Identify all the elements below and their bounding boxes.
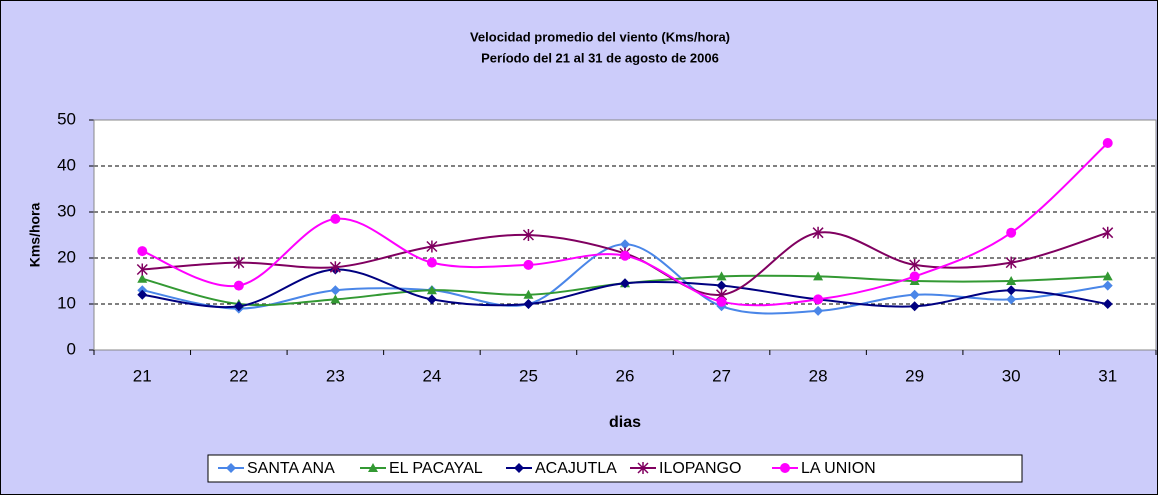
x-tick-label: 21 bbox=[133, 366, 152, 385]
data-point bbox=[522, 229, 534, 241]
x-tick-label: 29 bbox=[905, 366, 924, 385]
data-point bbox=[137, 289, 148, 300]
data-point bbox=[523, 299, 534, 309]
data-point bbox=[812, 226, 824, 239]
x-tick-label: 31 bbox=[1098, 366, 1117, 385]
chart-subtitle: Período del 21 al 31 de agosto de 2006 bbox=[481, 50, 719, 65]
x-tick-label: 22 bbox=[229, 366, 248, 385]
data-point bbox=[523, 259, 534, 270]
legend-marker bbox=[368, 463, 378, 472]
chart-title: Velocidad promedio del viento (Kms/hora) bbox=[470, 29, 730, 44]
legend-label: ILOPANGO bbox=[659, 460, 741, 477]
x-axis-label: dias bbox=[609, 414, 641, 431]
data-point bbox=[1006, 227, 1017, 238]
legend-label: EL PACAYAL bbox=[389, 460, 483, 477]
data-point bbox=[620, 278, 630, 289]
legend-marker bbox=[637, 462, 649, 474]
data-point bbox=[1102, 299, 1113, 309]
data-point bbox=[620, 250, 630, 261]
data-point bbox=[329, 261, 341, 274]
data-point bbox=[813, 294, 824, 305]
y-tick-label: 20 bbox=[57, 247, 76, 266]
data-point bbox=[1102, 271, 1113, 281]
x-tick-label: 27 bbox=[712, 366, 731, 385]
data-point bbox=[426, 240, 438, 253]
data-point bbox=[909, 258, 921, 271]
legend-label: ACAJUTLA bbox=[535, 460, 617, 477]
legend-label: LA UNION bbox=[801, 460, 876, 477]
legend-marker bbox=[780, 463, 790, 473]
data-point bbox=[233, 256, 245, 269]
y-tick-label: 50 bbox=[57, 109, 76, 128]
data-point bbox=[1102, 280, 1113, 291]
x-tick-label: 28 bbox=[809, 366, 828, 385]
data-point bbox=[137, 246, 148, 257]
y-axis-label: Kms/hora bbox=[27, 203, 43, 268]
data-point bbox=[233, 280, 244, 291]
data-point bbox=[523, 289, 534, 299]
data-point bbox=[136, 263, 148, 276]
data-point bbox=[426, 294, 437, 305]
y-tick-label: 30 bbox=[57, 201, 76, 220]
y-tick-label: 0 bbox=[67, 339, 76, 358]
y-tick-label: 40 bbox=[57, 155, 76, 174]
plot-area bbox=[94, 120, 1156, 350]
legend-marker bbox=[226, 463, 236, 473]
data-point bbox=[1006, 294, 1017, 305]
legend-label: SANTA ANA bbox=[247, 460, 335, 477]
data-point bbox=[620, 239, 630, 250]
legend bbox=[207, 454, 1023, 483]
x-tick-label: 25 bbox=[519, 366, 538, 385]
data-point bbox=[426, 285, 437, 295]
x-tick-label: 24 bbox=[422, 366, 441, 385]
data-point bbox=[1102, 138, 1113, 148]
data-point bbox=[330, 285, 341, 296]
plot-border bbox=[93, 119, 1157, 351]
y-tick-label: 10 bbox=[57, 293, 76, 312]
data-point bbox=[813, 305, 824, 316]
data-point bbox=[716, 280, 727, 291]
x-tick-label: 26 bbox=[616, 366, 635, 385]
data-point bbox=[716, 296, 727, 307]
data-point bbox=[716, 271, 727, 281]
data-point bbox=[909, 271, 920, 282]
data-point bbox=[1006, 276, 1017, 285]
data-point bbox=[330, 213, 341, 224]
data-point bbox=[909, 301, 920, 312]
data-point bbox=[1006, 285, 1017, 296]
data-point bbox=[426, 257, 437, 268]
data-point bbox=[813, 271, 824, 281]
data-point bbox=[1005, 256, 1017, 269]
data-point bbox=[1102, 226, 1114, 239]
data-point bbox=[137, 273, 148, 283]
data-point bbox=[233, 301, 244, 312]
data-point bbox=[909, 289, 920, 300]
x-tick-label: 23 bbox=[326, 366, 345, 385]
x-tick-label: 30 bbox=[1002, 366, 1021, 385]
legend-marker bbox=[514, 463, 524, 473]
data-point bbox=[330, 294, 341, 304]
